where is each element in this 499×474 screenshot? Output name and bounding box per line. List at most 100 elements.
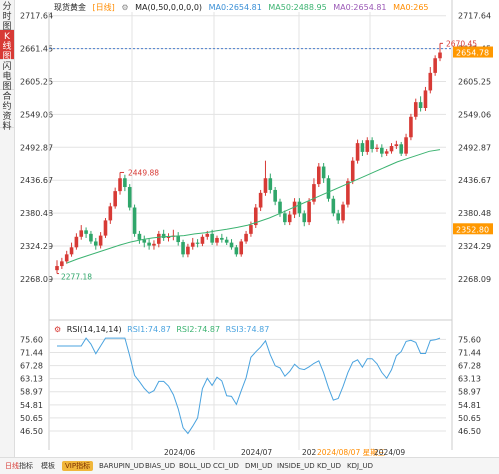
bottom-tab---2[interactable]: 模板 bbox=[41, 462, 55, 470]
rsi-tick-left: 63.13 bbox=[20, 375, 43, 384]
candle-body bbox=[93, 241, 98, 246]
tab-contract[interactable]: 合约资料 bbox=[0, 90, 14, 132]
candle-body bbox=[249, 225, 253, 234]
date-label: 2024/06 bbox=[164, 448, 195, 457]
high-annotation: 2670.45 bbox=[446, 39, 477, 48]
settings-icon[interactable]: ⚙ bbox=[121, 3, 129, 12]
candle-body bbox=[98, 235, 103, 246]
candle-body bbox=[181, 242, 185, 255]
candle-body bbox=[89, 233, 93, 242]
candle-body bbox=[176, 235, 181, 243]
bottom-tab---0[interactable]: 日线 bbox=[5, 462, 19, 470]
rsi-line bbox=[57, 337, 441, 435]
rsi-title: RSI(14,14,14) bbox=[66, 325, 122, 334]
candle-body bbox=[258, 192, 263, 208]
rsi-tick-right: 67.28 bbox=[458, 362, 481, 371]
candle-body bbox=[287, 214, 292, 223]
candle-body bbox=[157, 233, 161, 244]
candle-body bbox=[409, 116, 413, 138]
candle-body bbox=[210, 233, 214, 243]
candle-body bbox=[389, 146, 394, 152]
price-tick-left: 2549.06 bbox=[20, 110, 53, 119]
candle-body bbox=[215, 237, 219, 243]
price-tick-right: 2380.48 bbox=[458, 209, 491, 218]
tab-timeshare[interactable]: 分时图 bbox=[0, 0, 14, 32]
candle-body bbox=[423, 90, 428, 108]
candle-body bbox=[108, 206, 113, 221]
tab-lightning[interactable]: 闪电图 bbox=[0, 60, 14, 92]
bottom-tab-bias-ud-5[interactable]: BIAS_UD bbox=[145, 462, 176, 470]
price-tick-left: 2717.64 bbox=[20, 12, 53, 21]
date-label: 2024/08/07 星期三 bbox=[317, 448, 385, 457]
price-tick-left: 2605.25 bbox=[20, 78, 53, 87]
date-label: 202 bbox=[302, 448, 317, 457]
rsi-tick-right: 71.44 bbox=[458, 348, 481, 357]
candle-body bbox=[399, 144, 404, 154]
chart-area[interactable]: 2717.642717.642661.452661.452605.252605.… bbox=[14, 0, 499, 457]
bottom-tab-kd-ud-10[interactable]: KD_UD bbox=[317, 462, 341, 470]
period-label: [日线] bbox=[92, 3, 115, 12]
rsi-tick-left: 75.60 bbox=[20, 335, 43, 344]
candle-body bbox=[263, 178, 268, 193]
candle-body bbox=[142, 239, 147, 243]
candle-body bbox=[234, 247, 239, 255]
candle-body bbox=[418, 102, 423, 108]
rsi-tick-right: 46.50 bbox=[458, 427, 481, 436]
candle-body bbox=[60, 261, 64, 267]
bottom-tab-kdj-ud-11[interactable]: KDJ_UD bbox=[347, 462, 374, 470]
rsi-tick-left: 58.97 bbox=[20, 388, 43, 397]
candle-body bbox=[365, 140, 370, 152]
bottom-tab-boll-ud-6[interactable]: BOLL_UD bbox=[179, 462, 212, 470]
candle-body bbox=[118, 178, 122, 192]
current-price-box bbox=[453, 46, 493, 58]
price-tick-right: 2492.87 bbox=[458, 143, 491, 152]
candle-body bbox=[428, 72, 433, 91]
candle-body bbox=[370, 140, 374, 149]
rsi2-value: RSI2:74.87 bbox=[176, 325, 221, 334]
candle-body bbox=[69, 247, 74, 255]
ma0-value-2: MA0:2654.81 bbox=[333, 3, 387, 12]
candle-body bbox=[152, 243, 156, 246]
candle-body bbox=[239, 241, 244, 255]
bottom-tab-barupin-ud-4[interactable]: BARUPIN_UD bbox=[99, 462, 145, 470]
candle-body bbox=[321, 166, 326, 179]
rsi-settings-icon[interactable]: ⚙ bbox=[54, 325, 62, 334]
date-label: 2024/09 bbox=[374, 448, 405, 457]
candle-body bbox=[350, 160, 355, 182]
bottom-tab-vip--3[interactable]: VIP指标 bbox=[62, 461, 94, 471]
rsi-tick-right: 50.65 bbox=[458, 414, 481, 423]
price-tick-left: 2492.87 bbox=[20, 143, 53, 152]
candle-body bbox=[55, 266, 59, 271]
candle-body bbox=[103, 220, 108, 236]
candle-body bbox=[195, 242, 200, 244]
price-tick-right: 2605.25 bbox=[458, 78, 491, 87]
price-tick-right: 2324.29 bbox=[458, 242, 491, 251]
bottom-tab-dmi-ud-8[interactable]: DMI_UD bbox=[245, 462, 273, 470]
candle-body bbox=[404, 137, 408, 154]
ma-label: MA(0,50,0,0,0,0) bbox=[135, 3, 203, 12]
candle-body bbox=[355, 143, 360, 161]
bottom-tab-inside-ud-9[interactable]: INSIDE_UD bbox=[277, 462, 315, 470]
candle-body bbox=[326, 178, 331, 199]
candle-body bbox=[336, 213, 340, 221]
rsi-header: ⚙ RSI(14,14,14) RSI1:74.87 RSI2:74.87 RS… bbox=[54, 325, 272, 334]
bottom-tab---1[interactable]: 指标 bbox=[19, 462, 33, 470]
candle-body bbox=[268, 178, 273, 190]
candle-body bbox=[273, 189, 277, 202]
candle-body bbox=[433, 58, 437, 73]
candle-body bbox=[302, 213, 307, 223]
rsi-tick-left: 50.65 bbox=[20, 414, 43, 423]
candle-body bbox=[438, 52, 442, 59]
candle-body bbox=[84, 230, 88, 234]
candle-body bbox=[380, 147, 384, 154]
ma50-value: MA50:2488.95 bbox=[268, 3, 327, 12]
candle-body bbox=[123, 178, 127, 188]
candle-body bbox=[307, 201, 311, 223]
tab-kline[interactable]: K线图 bbox=[0, 30, 14, 62]
candle-body bbox=[384, 151, 389, 154]
price-tick-right: 2436.67 bbox=[458, 176, 491, 185]
candle-body bbox=[244, 233, 248, 242]
bottom-tab-cci-ud-7[interactable]: CCI_UD bbox=[213, 462, 239, 470]
candle-body bbox=[253, 207, 258, 226]
candle-body bbox=[394, 144, 399, 147]
